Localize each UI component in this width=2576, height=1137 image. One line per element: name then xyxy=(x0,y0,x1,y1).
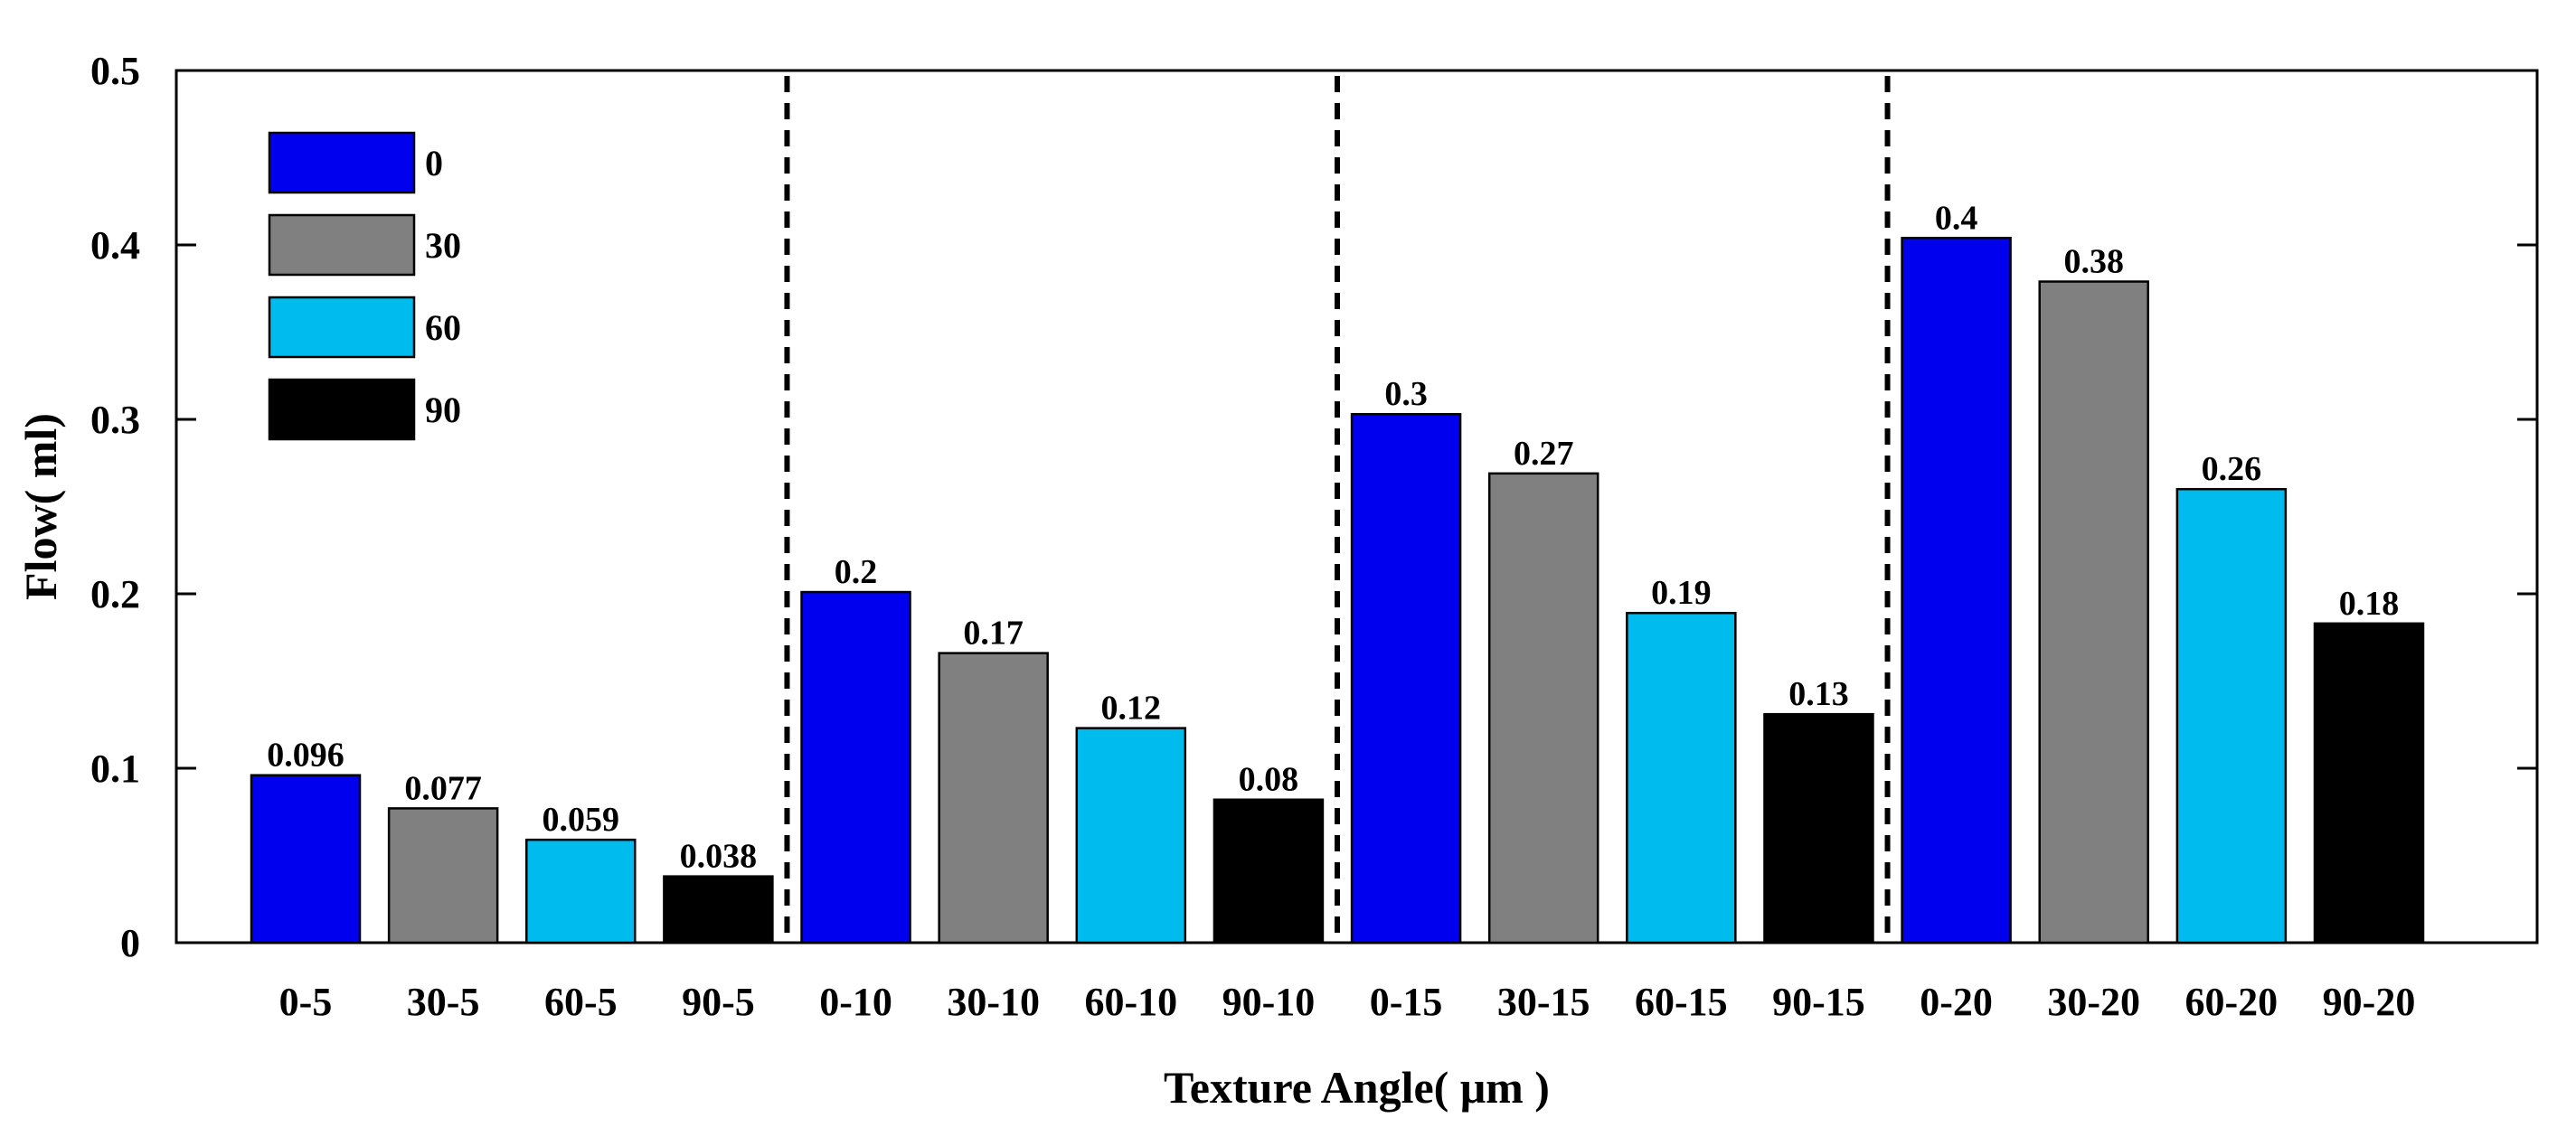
x-tick-label-0-5: 0-5 xyxy=(279,980,333,1024)
bar-30-20 xyxy=(2038,280,2149,944)
data-label-30-15: 0.27 xyxy=(1514,435,1574,473)
y-tick-label: 0.3 xyxy=(90,398,140,442)
y-tick-label: 0.1 xyxy=(90,747,140,791)
bar-0-5 xyxy=(250,774,362,944)
bar-0-20 xyxy=(1901,237,2012,944)
x-tick-label-0-15: 0-15 xyxy=(1370,980,1443,1024)
x-tick-label-90-10: 90-10 xyxy=(1222,980,1316,1024)
bar-30-15 xyxy=(1487,472,1599,944)
legend-swatch-30 xyxy=(268,213,416,277)
x-tick-label-60-20: 60-20 xyxy=(2185,980,2279,1024)
data-label-90-20: 0.18 xyxy=(2339,585,2400,623)
x-tick-label-30-10: 30-10 xyxy=(947,980,1040,1024)
legend-label-90: 90 xyxy=(425,390,461,430)
y-tick-label: 0.5 xyxy=(90,49,140,93)
data-label-30-20: 0.38 xyxy=(2063,243,2124,281)
bar-30-5 xyxy=(387,807,499,944)
data-label-0-5: 0.096 xyxy=(267,737,344,775)
data-label-0-15: 0.3 xyxy=(1384,375,1428,413)
x-tick-label-90-20: 90-20 xyxy=(2323,980,2416,1024)
data-label-90-5: 0.038 xyxy=(680,838,758,876)
x-tick-label-30-15: 30-15 xyxy=(1497,980,1590,1024)
bar-90-5 xyxy=(663,875,774,944)
data-label-60-15: 0.19 xyxy=(1651,574,1712,612)
legend-swatch-0 xyxy=(268,131,416,194)
bar-60-5 xyxy=(525,838,637,944)
data-label-60-5: 0.059 xyxy=(543,801,620,839)
data-label-30-10: 0.17 xyxy=(963,615,1024,653)
legend-label-30: 30 xyxy=(425,225,461,266)
y-tick-label: 0 xyxy=(120,921,140,965)
x-tick-label-60-5: 60-5 xyxy=(544,980,618,1024)
data-label-30-5: 0.077 xyxy=(404,769,482,807)
x-tick-label-90-15: 90-15 xyxy=(1772,980,1865,1024)
bar-60-20 xyxy=(2175,487,2288,944)
data-label-60-20: 0.26 xyxy=(2202,450,2262,488)
bar-90-20 xyxy=(2313,622,2425,944)
data-label-60-10: 0.12 xyxy=(1101,690,1162,728)
x-tick-label-60-15: 60-15 xyxy=(1635,980,1728,1024)
y-tick-label: 0.2 xyxy=(90,572,140,616)
bar-30-10 xyxy=(938,652,1049,944)
legend-swatch-60 xyxy=(268,296,416,359)
x-tick-label-60-10: 60-10 xyxy=(1084,980,1177,1024)
bar-60-10 xyxy=(1075,727,1187,944)
bar-0-10 xyxy=(800,590,911,944)
data-label-0-20: 0.4 xyxy=(1935,199,1978,237)
x-tick-label-30-5: 30-5 xyxy=(407,980,480,1024)
y-tick-label: 0.4 xyxy=(90,223,140,268)
x-tick-label-90-5: 90-5 xyxy=(682,980,755,1024)
bar-60-15 xyxy=(1626,611,1737,944)
x-tick-label-0-20: 0-20 xyxy=(1920,980,1993,1024)
data-label-0-10: 0.2 xyxy=(835,553,878,591)
legend-label-60: 60 xyxy=(425,307,461,348)
legend-label-0: 0 xyxy=(425,143,443,183)
x-axis-title: Texture Angle( μm ) xyxy=(1164,1062,1550,1113)
data-label-90-10: 0.08 xyxy=(1239,761,1299,799)
x-tick-label-0-10: 0-10 xyxy=(819,980,892,1024)
x-tick-label-30-20: 30-20 xyxy=(2047,980,2140,1024)
y-axis-title: Flow( ml) xyxy=(15,413,66,600)
legend-swatch-90 xyxy=(268,378,416,441)
data-label-90-15: 0.13 xyxy=(1788,675,1849,713)
bar-90-10 xyxy=(1213,798,1325,944)
bar-0-15 xyxy=(1350,412,1462,944)
bar-90-15 xyxy=(1763,712,1874,944)
